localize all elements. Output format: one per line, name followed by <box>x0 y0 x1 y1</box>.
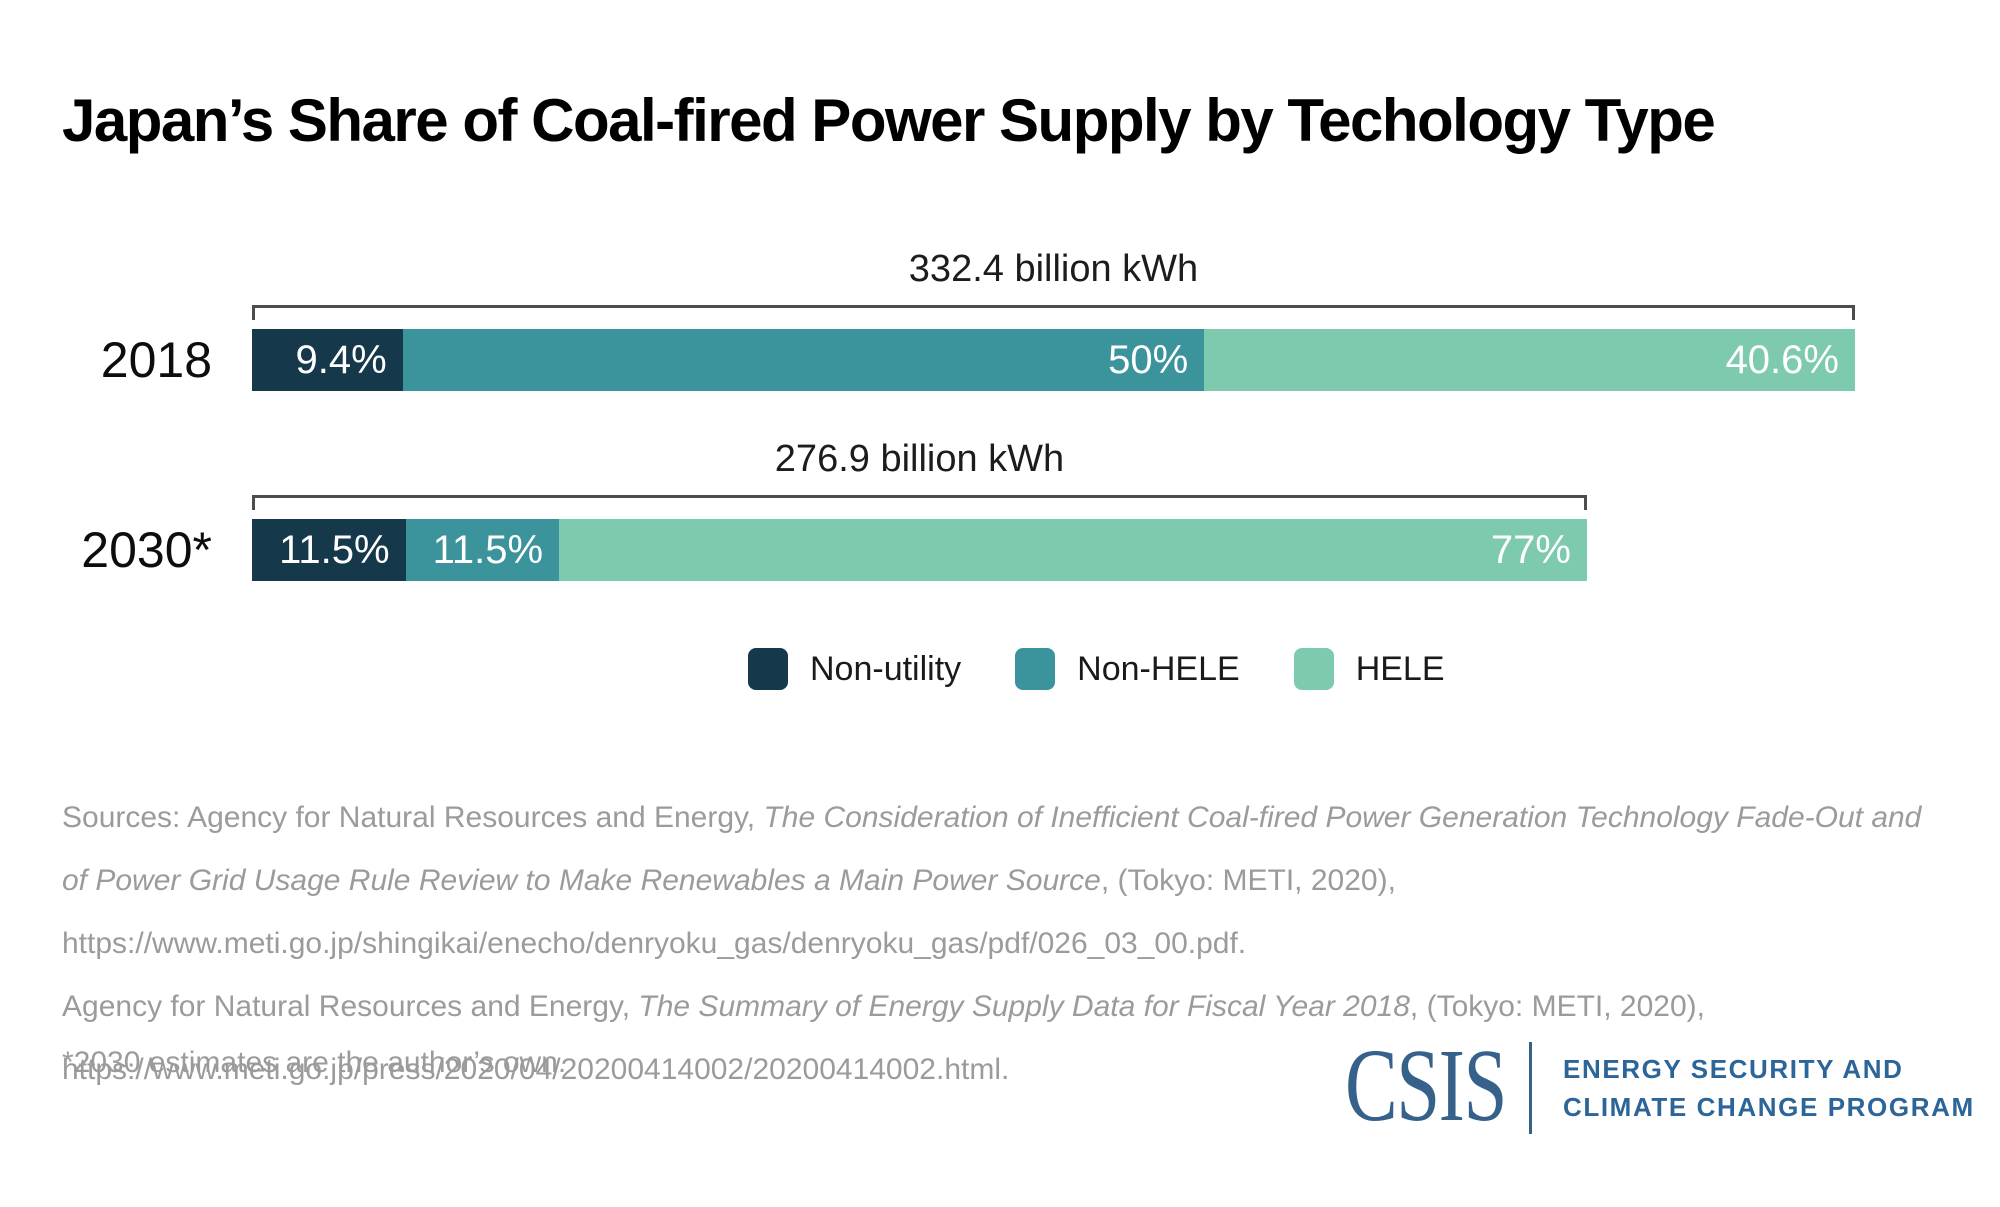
legend-item-non-hele: Non-HELE <box>1015 648 1240 690</box>
legend-swatch-icon <box>748 648 788 690</box>
segment-non-utility: 11.5% <box>252 519 406 581</box>
source-title-italic: The Summary of Energy Supply Data for Fi… <box>638 990 1410 1023</box>
segment-hele: 77% <box>559 519 1587 581</box>
total-bracket-2030 <box>252 495 1587 510</box>
bar-2030: 11.5% 11.5% 77% <box>252 519 1587 581</box>
legend-label: Non-utility <box>810 649 962 688</box>
segment-non-utility: 9.4% <box>252 329 403 391</box>
legend-label: Non-HELE <box>1077 649 1240 688</box>
segment-value-label: 77% <box>1490 528 1571 572</box>
legend-item-non-utility: Non-utility <box>748 648 961 690</box>
segment-value-label: 11.5% <box>432 528 544 572</box>
source-title-italic: of Power Grid Usage Rule Review to Make … <box>62 864 1101 897</box>
category-label-2030: 2030* <box>81 522 212 578</box>
source-text: Sources: Agency for Natural Resources an… <box>62 801 764 834</box>
source-text: Agency for Natural Resources and Energy, <box>62 990 639 1023</box>
total-label-2030: 276.9 billion kWh <box>774 438 1065 480</box>
legend-swatch-icon <box>1293 648 1334 690</box>
source-line-4: Agency for Natural Resources and Energy,… <box>62 975 1942 1038</box>
source-line-5: https://www.meti.go.jp/press/2020/04/202… <box>62 1038 1942 1101</box>
segment-value-label: 11.5% <box>279 528 390 572</box>
legend-item-hele: HELE <box>1293 648 1445 690</box>
source-line-3: https://www.meti.go.jp/shingikai/enecho/… <box>62 912 1942 975</box>
legend-swatch-icon <box>1015 648 1056 690</box>
program-line-2: CLIMATE CHANGE PROGRAM <box>1563 1092 1975 1122</box>
segment-value-label: 9.4% <box>295 338 387 382</box>
source-line-2: of Power Grid Usage Rule Review to Make … <box>62 849 1942 912</box>
csis-wordmark: CSIS <box>1345 1028 1507 1143</box>
total-bracket-2018 <box>252 305 1855 320</box>
csis-logo: CSIS ENERGY SECURITY AND CLIMATE CHANGE … <box>1345 1028 1973 1146</box>
source-text: , (Tokyo: METI, 2020), <box>1409 990 1705 1023</box>
source-line-1: Sources: Agency for Natural Resources an… <box>62 786 1942 849</box>
bar-2018: 9.4% 50% 40.6% <box>252 329 1855 391</box>
segment-hele: 40.6% <box>1204 329 1855 391</box>
segment-non-hele: 50% <box>402 329 1205 391</box>
program-line-1: ENERGY SECURITY AND <box>1563 1054 1904 1084</box>
segment-non-hele: 11.5% <box>405 519 560 581</box>
source-url: https://www.meti.go.jp/press/2020/04/202… <box>62 1053 1010 1086</box>
legend: Non-utility Non-HELE HELE <box>748 648 1445 690</box>
source-title-italic: The Consideration of Inefficient Coal-fi… <box>763 801 1922 834</box>
source-url: https://www.meti.go.jp/shingikai/enecho/… <box>62 927 1247 960</box>
logo-divider <box>1529 1042 1532 1134</box>
page-title: Japan’s Share of Coal-fired Power Supply… <box>62 87 1716 154</box>
legend-label: HELE <box>1355 649 1445 688</box>
total-label-2018: 332.4 billion kWh <box>908 248 1199 290</box>
program-name: ENERGY SECURITY AND CLIMATE CHANGE PROGR… <box>1563 1050 1975 1126</box>
segment-value-label: 50% <box>1108 338 1189 382</box>
sources-block: Sources: Agency for Natural Resources an… <box>62 786 1942 1101</box>
source-text: , (Tokyo: METI, 2020), <box>1100 864 1396 897</box>
footnote: *2030 estimates are the author’s own. <box>62 1046 567 1079</box>
segment-value-label: 40.6% <box>1725 338 1839 382</box>
category-label-2018: 2018 <box>100 332 212 388</box>
